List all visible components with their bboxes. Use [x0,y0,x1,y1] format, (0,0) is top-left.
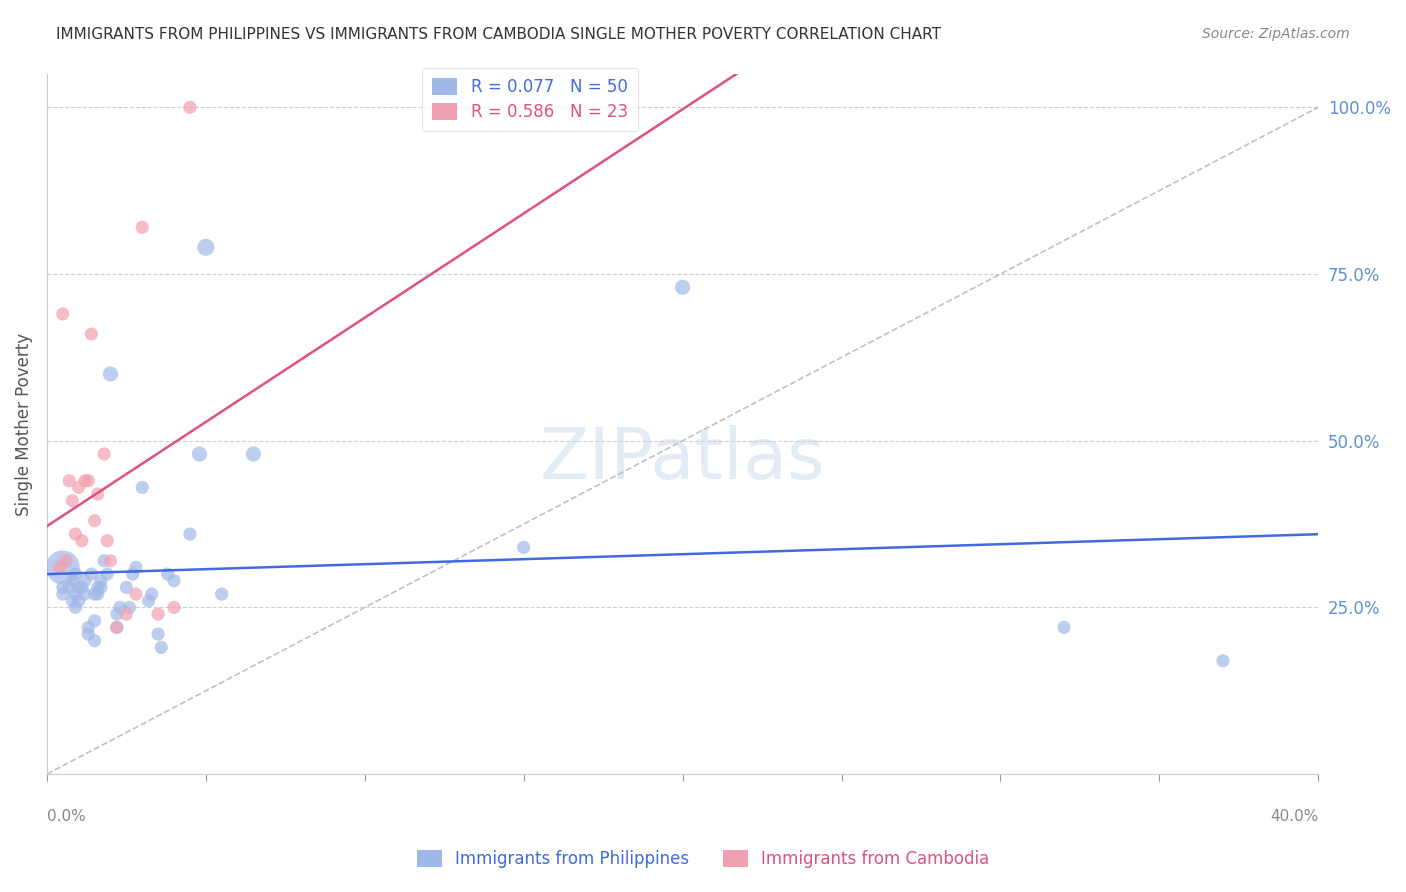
Point [60,574,83,588]
Point [1212,654,1234,668]
Point [65,527,87,541]
Point [52,307,75,321]
Point [150,640,173,655]
Point [188,447,211,461]
Point [83,587,105,601]
Point [512,541,534,555]
Point [96,567,118,582]
Point [105,620,128,634]
Point [80,567,103,582]
Point [93,447,115,461]
Point [80,326,103,341]
Point [93,554,115,568]
Point [115,607,138,621]
Point [52,587,75,601]
Point [211,587,233,601]
Point [125,560,148,574]
Point [83,614,105,628]
Point [242,447,264,461]
Point [141,587,163,601]
Point [131,220,153,235]
Point [73,587,96,601]
Point [131,480,153,494]
Point [90,581,112,595]
Point [118,600,141,615]
Point [87,581,110,595]
Point [73,474,96,488]
Point [163,600,186,615]
Point [179,100,201,114]
Text: Source: ZipAtlas.com: Source: ZipAtlas.com [1202,27,1350,41]
Point [105,607,128,621]
Point [105,620,128,634]
Point [138,593,160,607]
Point [108,600,131,615]
Point [121,567,143,582]
Point [58,474,80,488]
Y-axis label: Single Mother Poverty: Single Mother Poverty [15,333,32,516]
Point [60,593,83,607]
Point [60,493,83,508]
Point [163,574,186,588]
Point [100,554,122,568]
Point [1053,620,1076,634]
Point [67,593,90,607]
Text: ZIPatlas: ZIPatlas [540,425,825,493]
Legend: Immigrants from Philippines, Immigrants from Cambodia: Immigrants from Philippines, Immigrants … [411,843,995,875]
Point [67,480,90,494]
Text: IMMIGRANTS FROM PHILIPPINES VS IMMIGRANTS FROM CAMBODIA SINGLE MOTHER POVERTY CO: IMMIGRANTS FROM PHILIPPINES VS IMMIGRANT… [56,27,941,42]
Point [115,581,138,595]
Point [73,574,96,588]
Point [70,533,93,548]
Point [70,581,93,595]
Point [87,587,110,601]
Point [125,587,148,601]
Point [77,620,100,634]
Point [58,581,80,595]
Point [96,533,118,548]
Text: 0.0%: 0.0% [46,809,86,824]
Point [156,567,179,582]
Point [65,600,87,615]
Point [65,567,87,582]
Point [48,560,70,574]
Point [146,607,169,621]
Legend: R = 0.077   N = 50, R = 0.586   N = 23: R = 0.077 N = 50, R = 0.586 N = 23 [422,69,638,131]
Point [100,367,122,381]
Point [90,574,112,588]
Point [87,487,110,501]
Point [146,627,169,641]
Point [67,581,90,595]
Point [77,474,100,488]
Point [77,627,100,641]
Point [671,280,693,294]
Point [83,514,105,528]
Point [52,581,75,595]
Point [194,240,217,254]
Point [55,554,77,568]
Text: 40.0%: 40.0% [1270,809,1319,824]
Point [179,527,201,541]
Point [52,560,75,574]
Point [83,633,105,648]
Point [65,587,87,601]
